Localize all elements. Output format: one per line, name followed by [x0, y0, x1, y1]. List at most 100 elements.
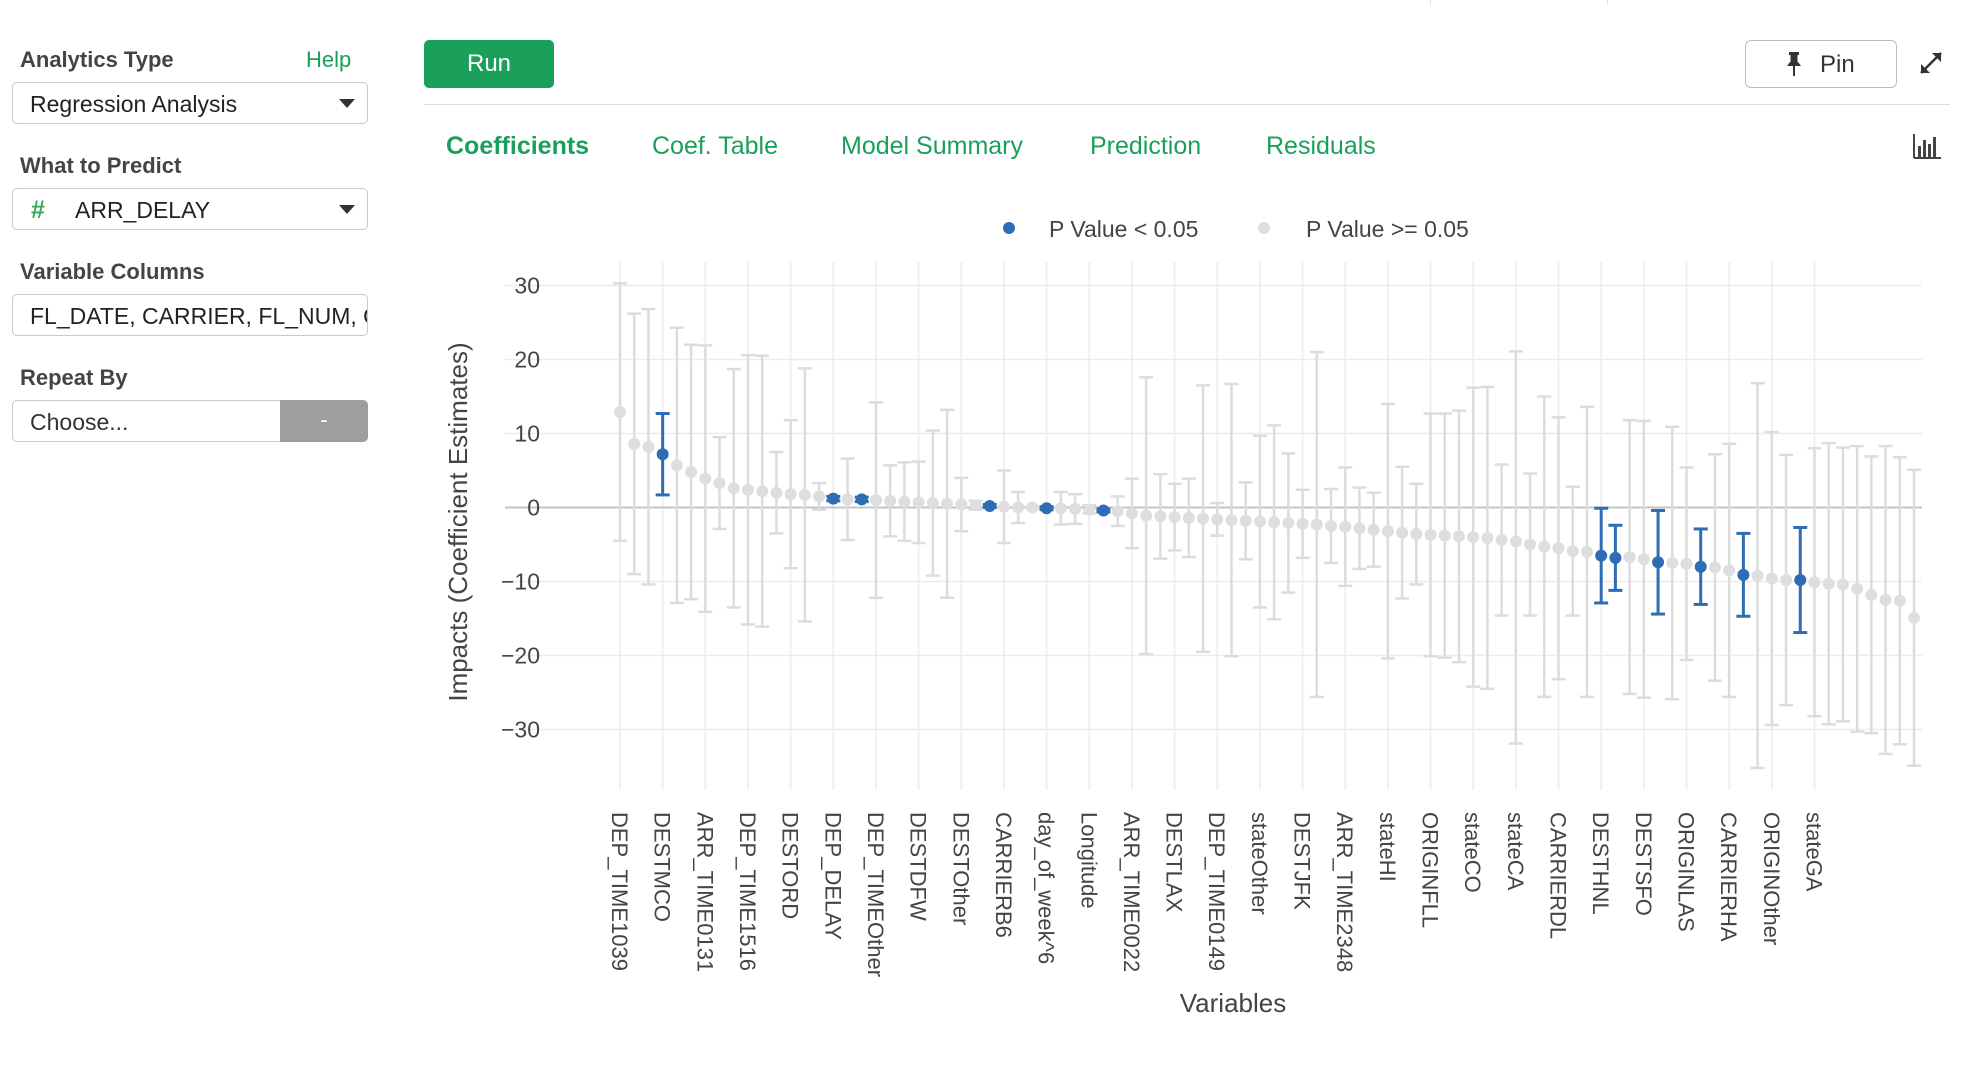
- error-bar: [1907, 468, 1922, 768]
- coefficient-point-significant: [983, 500, 996, 513]
- coefficient-point: [955, 498, 968, 511]
- x-tick-label: DESTLAX: [1162, 812, 1187, 913]
- expand-icon[interactable]: [1916, 48, 1946, 78]
- coefficient-point-significant: [1652, 556, 1665, 569]
- error-bar: [1025, 505, 1040, 510]
- coefficient-point-significant: [656, 448, 669, 461]
- error-bar: [613, 282, 627, 543]
- error-bar-significant: [982, 503, 997, 509]
- error-bar: [1579, 405, 1594, 699]
- error-bar: [1537, 395, 1552, 699]
- tab-residuals[interactable]: Residuals: [1266, 132, 1376, 160]
- coefficient-point: [1353, 522, 1366, 535]
- error-bar: [740, 353, 755, 626]
- legend-significant-marker: [1003, 222, 1015, 234]
- coefficient-point: [670, 459, 683, 472]
- coefficient-point: [898, 495, 911, 508]
- error-bar: [797, 367, 812, 623]
- x-tick-label: DEP_DELAY: [820, 812, 845, 940]
- error-bar-significant: [826, 494, 841, 503]
- pin-button[interactable]: Pin: [1745, 40, 1897, 88]
- coefficient-point: [699, 472, 712, 485]
- coefficient-point: [1125, 507, 1138, 520]
- error-bar: [1295, 488, 1310, 560]
- error-bar: [1181, 477, 1196, 559]
- x-tick-label: DESTHNL: [1588, 812, 1613, 915]
- coefficient-point: [741, 483, 754, 496]
- coefficient-point: [1851, 582, 1864, 595]
- coefficient-point: [969, 499, 982, 512]
- repeat-by-clear-button[interactable]: -: [280, 400, 368, 442]
- coefficient-point: [1367, 523, 1380, 536]
- y-tick-label: −20: [501, 643, 540, 669]
- coefficient-point: [1054, 502, 1067, 515]
- error-bar: [925, 429, 940, 577]
- error-bar: [1764, 430, 1779, 727]
- error-bar: [1508, 350, 1523, 745]
- error-bar: [1622, 418, 1637, 696]
- coefficient-point: [1239, 514, 1252, 527]
- x-tick-label: CARRIERHA: [1716, 812, 1741, 942]
- what-to-predict-select[interactable]: # ARR_DELAY: [12, 188, 368, 230]
- x-tick-label: DESTSFO: [1631, 812, 1656, 916]
- x-tick-label: ARR_TIME0022: [1119, 812, 1144, 972]
- error-bar: [1565, 485, 1580, 617]
- coefficient-point: [1580, 545, 1593, 558]
- error-bar: [1892, 455, 1907, 746]
- x-axis-title: Variables: [1180, 988, 1286, 1018]
- coefficient-point: [1083, 503, 1096, 516]
- chevron-down-icon: [339, 205, 355, 214]
- x-tick-label: DEP_TIME1039: [607, 812, 632, 971]
- tab-prediction[interactable]: Prediction: [1090, 132, 1202, 160]
- repeat-by-select[interactable]: Choose...: [12, 400, 292, 442]
- coefficient-point: [1296, 517, 1309, 530]
- error-bar: [968, 499, 983, 511]
- y-tick-label: 30: [514, 273, 540, 299]
- coefficient-point: [628, 437, 641, 450]
- coefficient-point: [1666, 557, 1679, 569]
- coefficient-point: [1154, 510, 1167, 523]
- error-bar: [996, 469, 1011, 545]
- coefficient-point: [685, 465, 698, 478]
- coefficient-point-significant: [1737, 568, 1750, 581]
- coefficient-point: [784, 488, 797, 501]
- coefficient-point: [727, 482, 740, 495]
- coefficient-point: [614, 406, 626, 419]
- analytics-type-select[interactable]: Regression Analysis: [12, 82, 368, 124]
- coefficient-point: [1708, 561, 1721, 574]
- tab-model-summary[interactable]: Model Summary: [841, 132, 1023, 160]
- error-bar: [669, 326, 684, 605]
- chevron-down-icon: [339, 99, 355, 108]
- coefficient-point: [1381, 525, 1394, 538]
- tab-coefficients[interactable]: Coefficients: [446, 132, 590, 160]
- bar-chart-icon[interactable]: [1912, 132, 1942, 160]
- repeat-by-placeholder: Choose...: [30, 409, 129, 435]
- coefficient-point: [1680, 557, 1693, 570]
- coefficient-point: [1069, 502, 1082, 515]
- coefficient-point-significant: [1040, 502, 1053, 515]
- error-bar: [1267, 424, 1282, 621]
- run-button[interactable]: Run: [424, 40, 554, 88]
- variable-columns-select[interactable]: FL_DATE, CARRIER, FL_NUM, ORIGIN: [12, 294, 368, 336]
- error-bar: [1366, 491, 1381, 568]
- what-to-predict-value: ARR_DELAY: [75, 197, 211, 223]
- error-bar: [1395, 465, 1410, 600]
- coefficient-point: [1467, 531, 1480, 544]
- error-bar: [1409, 482, 1424, 586]
- coefficient-point: [1282, 517, 1295, 530]
- error-bar: [1750, 381, 1765, 770]
- legend-not-significant-marker: [1258, 222, 1270, 234]
- coefficient-point: [1225, 514, 1238, 527]
- coefficient-point: [1908, 611, 1921, 624]
- tab-coef-table[interactable]: Coef. Table: [652, 132, 779, 160]
- coefficient-point: [997, 500, 1010, 513]
- error-bar-significant: [1736, 531, 1751, 618]
- help-link[interactable]: Help: [306, 47, 352, 72]
- error-bar: [1636, 419, 1651, 699]
- coefficient-point: [1879, 594, 1892, 606]
- coefficient-point: [1538, 540, 1551, 553]
- top-strip: [0, 0, 1978, 5]
- x-tick-label: Longitude: [1076, 812, 1101, 909]
- coefficient-point: [1865, 588, 1878, 601]
- coefficient-point-significant: [1794, 574, 1807, 587]
